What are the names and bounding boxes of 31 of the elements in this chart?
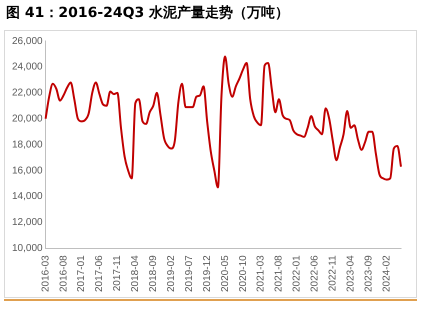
y-tick-label: 22,000 — [12, 88, 44, 99]
y-tick-label: 14,000 — [12, 191, 44, 202]
x-tick-label: 2017-11 — [112, 254, 124, 292]
x-tick-label: 2022-11 — [328, 254, 339, 292]
y-tick-label: 10,000 — [12, 243, 44, 254]
x-tick-label: 2023-09 — [363, 254, 374, 292]
x-tick-label: 2019-12 — [202, 254, 213, 292]
x-tick-label: 2019-02 — [166, 254, 177, 292]
x-tick-label: 2016-03 — [40, 254, 52, 292]
y-tick-label: 24,000 — [12, 62, 44, 73]
y-tick-label: 26,000 — [12, 36, 44, 47]
x-tick-label: 2017-06 — [94, 254, 106, 292]
x-tick-label: 2024-02 — [381, 254, 392, 292]
x-tick-label: 2023-04 — [345, 254, 356, 292]
y-tick-label: 12,000 — [12, 217, 44, 228]
y-tick-label: 16,000 — [12, 165, 44, 176]
x-tick-label: 2022-06 — [310, 254, 321, 292]
line-series — [44, 56, 402, 188]
x-tick-label: 2021-03 — [256, 254, 267, 292]
x-tick-label: 2017-01 — [76, 254, 88, 292]
x-tick-label: 2019-07 — [184, 254, 195, 292]
y-tick-label: 20,000 — [12, 113, 44, 124]
x-tick-label: 2018-09 — [148, 254, 160, 292]
x-tick-label: 2021-08 — [274, 254, 285, 292]
chart-title: 图 41：2016-24Q3 水泥产量走势（万吨） — [6, 4, 290, 22]
x-tick-label: 2018-04 — [130, 254, 142, 292]
x-tick-label: 2016-08 — [58, 254, 70, 292]
x-tick-label: 2020-05 — [220, 254, 231, 292]
y-tick-label: 18,000 — [12, 139, 44, 150]
x-tick-label: 2020-10 — [238, 254, 249, 292]
x-tick-label: 2022-01 — [292, 254, 303, 292]
